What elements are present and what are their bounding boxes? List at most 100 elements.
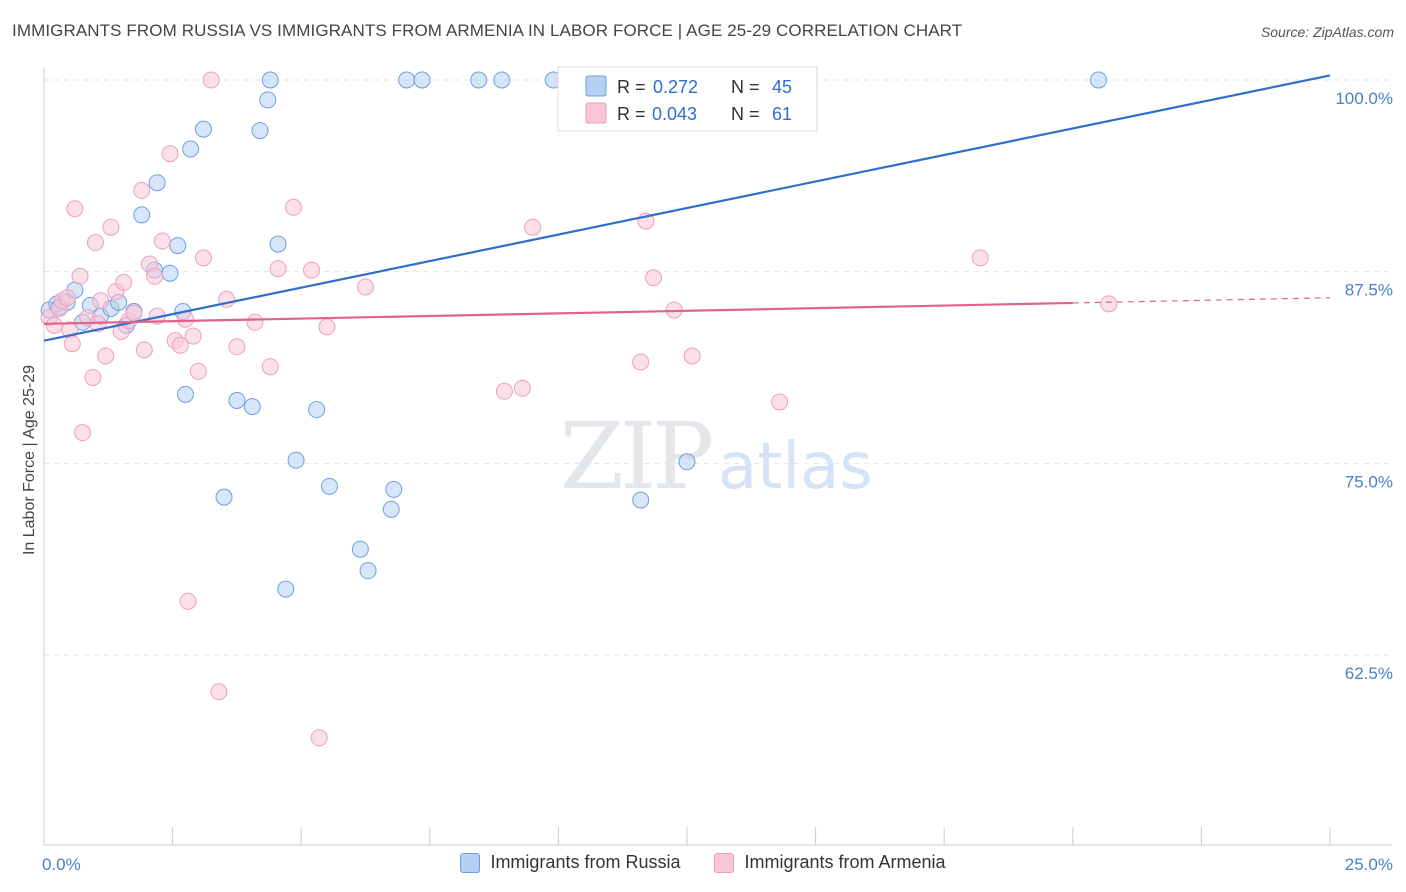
legend-swatch-armenia: [585, 102, 607, 124]
x-tick-label-0: 0.0%: [42, 855, 81, 874]
y-tick-labels: 100.0% 87.5% 75.0% 62.5%: [1335, 89, 1393, 683]
armenia-point-23: [135, 341, 153, 359]
armenia-point-27: [153, 232, 171, 250]
russia-point-38: [470, 71, 488, 89]
armenia-point-39: [228, 338, 246, 356]
series-legend: Immigrants from Russia Immigrants from A…: [0, 852, 1406, 873]
armenia-point-19: [115, 273, 133, 291]
russia-point-20: [194, 120, 212, 138]
armenia-point-45: [310, 729, 328, 747]
armenia-point-28: [161, 145, 179, 163]
russia-point-25: [259, 91, 277, 109]
legend-n-label-russia: N =: [731, 77, 760, 97]
russia-point-32: [351, 540, 369, 558]
armenia-point-7: [66, 200, 84, 218]
armenia-point-25: [146, 267, 164, 285]
russia-point-44: [1090, 71, 1108, 89]
y-tick-label-3: 62.5%: [1345, 664, 1393, 683]
russia-point-34: [382, 500, 400, 518]
armenia-point-52: [632, 353, 650, 371]
legend-r-value-russia: 0.272: [653, 77, 698, 97]
russia-point-31: [320, 477, 338, 495]
armenia-point-1: [45, 316, 63, 334]
russia-point-30: [308, 401, 326, 419]
armenia-point-9: [74, 424, 92, 442]
x-tick-label-1: 25.0%: [1345, 855, 1393, 874]
armenia-point-44: [302, 261, 320, 279]
series-swatch-russia: [460, 852, 481, 873]
armenia-point-40: [246, 313, 264, 331]
russia-point-27: [269, 235, 287, 253]
armenia-point-50: [524, 218, 542, 236]
series-label-armenia: Immigrants from Armenia: [744, 852, 946, 872]
armenia-point-21: [125, 304, 143, 322]
legend-n-value-armenia: 61: [772, 104, 792, 124]
armenia-point-36: [202, 71, 220, 89]
armenia-point-58: [771, 393, 789, 411]
series-label-russia: Immigrants from Russia: [490, 852, 681, 872]
russia-point-35: [385, 480, 403, 498]
russia-point-43: [678, 453, 696, 471]
russia-point-39: [493, 71, 511, 89]
russia-trend-line: [43, 74, 1331, 342]
armenia-point-56: [683, 347, 701, 365]
legend-r-label-russia: R =: [617, 77, 646, 97]
russia-point-24: [251, 122, 269, 140]
stats-legend: R = 0.272 N = 45 R = 0.043 N = 61: [557, 66, 818, 132]
russia-point-29: [287, 451, 305, 469]
armenia-point-4: [58, 289, 76, 307]
armenia-point-41: [261, 358, 279, 376]
y-tick-label-0: 100.0%: [1335, 89, 1393, 108]
trend-lines: [43, 74, 1331, 342]
armenia-point-15: [97, 347, 115, 365]
russia-point-16: [169, 237, 187, 255]
armenia-point-49: [513, 379, 531, 397]
russia-point-18: [176, 385, 194, 403]
armenia-point-33: [184, 327, 202, 345]
armenia-point-6: [63, 335, 81, 353]
series-legend-russia: Immigrants from Russia: [460, 852, 680, 873]
armenia-point-11: [84, 368, 102, 386]
legend-r-value-armenia: 0.043: [652, 104, 697, 124]
x-tick-labels: 0.0% 25.0%: [42, 855, 1393, 874]
chart-source: Source: ZipAtlas.com: [1260, 24, 1394, 40]
armenia-point-30: [171, 336, 189, 354]
legend-swatch-russia: [585, 75, 607, 97]
legend-r-label-armenia: R =: [617, 104, 646, 124]
y-axis-label: In Labor Force | Age 25-29: [21, 365, 38, 555]
armenia-point-35: [194, 249, 212, 267]
armenia-point-60: [1100, 295, 1118, 313]
russia-point-28: [277, 580, 295, 598]
russia-point-33: [359, 562, 377, 580]
armenia-point-37: [210, 683, 228, 701]
armenia-point-42: [269, 260, 287, 278]
legend-n-label-armenia: N =: [731, 104, 760, 124]
gridlines: [44, 79, 1392, 656]
russia-point-22: [228, 391, 246, 409]
armenia-point-16: [102, 218, 120, 236]
armenia-point-8: [71, 267, 89, 285]
armenia-point-54: [645, 269, 663, 287]
russia-point-19: [182, 140, 200, 158]
armenia-point-48: [495, 382, 513, 400]
armenia-point-22: [133, 181, 151, 199]
armenia-trend-line-extension: [1072, 297, 1331, 304]
series-legend-armenia: Immigrants from Armenia: [714, 852, 946, 873]
russia-point-36: [398, 71, 416, 89]
armenia-point-32: [179, 592, 197, 610]
armenia-point-47: [357, 278, 374, 296]
russia-point-12: [133, 206, 151, 224]
armenia-point-34: [189, 362, 207, 380]
armenia-point-59: [971, 249, 989, 267]
armenia-point-14: [92, 292, 110, 310]
russia-point-37: [413, 71, 431, 89]
y-tick-label-1: 87.5%: [1345, 281, 1393, 300]
armenia-point-46: [318, 318, 336, 336]
series-swatch-armenia: [714, 852, 735, 873]
russia-point-21: [215, 488, 233, 506]
armenia-point-43: [284, 198, 302, 216]
russia-point-23: [243, 398, 261, 416]
russia-point-14: [148, 174, 166, 192]
y-tick-label-2: 75.0%: [1345, 472, 1393, 491]
